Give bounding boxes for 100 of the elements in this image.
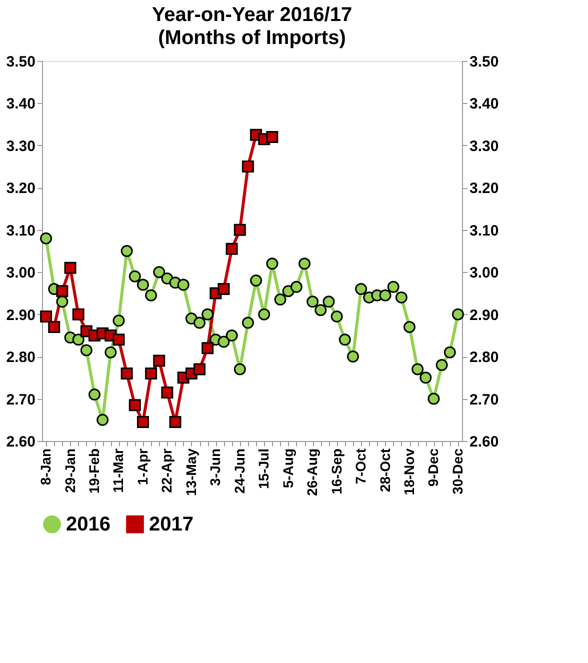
point	[387, 280, 400, 293]
point	[169, 416, 182, 428]
x-tick-label: 11-Mar	[110, 448, 126, 493]
y2-tick-label: 2.70	[470, 391, 499, 408]
x-tick-label: 18-Nov	[401, 448, 417, 496]
point	[80, 344, 92, 356]
point	[112, 334, 125, 346]
y-tick-label: 2.70	[6, 391, 36, 408]
point	[298, 258, 310, 270]
point	[404, 321, 416, 333]
y-tick-label: 3.40	[6, 96, 36, 113]
point	[250, 274, 262, 287]
x-tick-label: 9-Dec	[425, 448, 442, 487]
point	[128, 270, 141, 282]
point	[88, 388, 100, 401]
chart-title: Year-on-Year 2016/17	[152, 4, 352, 26]
x-tick-label: 19-Feb	[86, 448, 102, 494]
point	[242, 160, 254, 173]
point	[338, 334, 351, 346]
point	[266, 131, 278, 143]
point	[48, 321, 60, 333]
point	[420, 372, 432, 384]
point	[145, 289, 158, 302]
point	[395, 291, 408, 304]
x-tick-label: 28-Oct	[376, 448, 393, 492]
x-tick-label: 1-Apr	[134, 448, 150, 486]
point	[177, 278, 190, 291]
point	[120, 245, 133, 257]
point	[72, 334, 84, 346]
point	[452, 308, 464, 320]
y-tick-label: 3.30	[6, 138, 36, 155]
y-tick-label: 3.10	[6, 222, 36, 240]
point	[56, 285, 68, 298]
y-tick-label: 2.90	[6, 306, 36, 324]
point	[153, 266, 166, 278]
point	[120, 367, 133, 380]
point	[314, 304, 327, 316]
y-tick-label: 2.80	[6, 349, 36, 366]
point	[64, 262, 76, 274]
x-tick-label: 29-Jan	[62, 448, 78, 493]
point	[128, 399, 141, 412]
x-tick-label: 16-Sep	[328, 448, 344, 494]
point	[290, 280, 302, 293]
chart-subtitle: (Months of Imports)	[158, 27, 346, 49]
point	[153, 354, 166, 367]
x-tick-label: 13-May	[182, 448, 199, 496]
y2-tick-label: 3.40	[470, 96, 499, 113]
y2-tick-label: 3.30	[470, 138, 499, 155]
point	[226, 242, 238, 255]
point	[412, 363, 424, 376]
point	[444, 346, 456, 358]
point	[274, 294, 286, 306]
point	[136, 278, 149, 291]
y-tick-label: 2.60	[6, 434, 36, 450]
point	[234, 224, 246, 236]
y2-tick-label: 2.90	[470, 306, 499, 324]
point	[266, 258, 278, 270]
point	[330, 310, 343, 322]
point	[234, 363, 246, 376]
y2-tick-label: 3.50	[470, 54, 499, 70]
x-tick-label: 30-Dec	[449, 448, 466, 494]
point	[72, 308, 84, 320]
x-tick-label: 24-Jun	[231, 448, 248, 494]
point	[104, 346, 117, 358]
point	[40, 310, 52, 322]
x-tick-label: 3-Jun	[207, 448, 224, 486]
y-tick-label: 3.00	[6, 264, 36, 282]
y-tick-label: 3.50	[6, 54, 36, 70]
point	[96, 414, 109, 426]
y2-tick-label: 2.80	[470, 349, 499, 366]
point	[145, 367, 158, 380]
x-tick-label: 26-Aug	[304, 448, 320, 496]
point	[40, 232, 52, 244]
y2-tick-label: 3.20	[470, 180, 499, 198]
point	[194, 363, 206, 376]
y2-tick-label: 2.60	[470, 434, 499, 450]
legend-label: 2016	[66, 513, 110, 536]
point	[194, 316, 206, 329]
x-tick-label: 7-Oct	[352, 448, 369, 484]
legend-label: 2017	[149, 513, 194, 536]
point	[258, 308, 270, 320]
point	[379, 289, 392, 302]
point	[226, 329, 238, 342]
point	[322, 296, 335, 308]
point	[346, 350, 359, 363]
y2-tick-label: 3.10	[470, 222, 499, 240]
point	[202, 342, 214, 354]
point	[306, 296, 319, 308]
x-tick-label: 8-Jan	[38, 448, 54, 486]
point	[355, 283, 368, 295]
x-tick-label: 22-Apr	[158, 448, 175, 493]
point	[218, 283, 230, 295]
point	[436, 359, 448, 371]
point	[218, 336, 230, 348]
y2-tick-label: 3.00	[470, 264, 499, 282]
point	[161, 386, 174, 398]
point	[202, 308, 214, 320]
x-tick-label: 15-Jul	[256, 448, 272, 489]
y-tick-label: 3.20	[6, 180, 36, 198]
point	[56, 296, 68, 308]
